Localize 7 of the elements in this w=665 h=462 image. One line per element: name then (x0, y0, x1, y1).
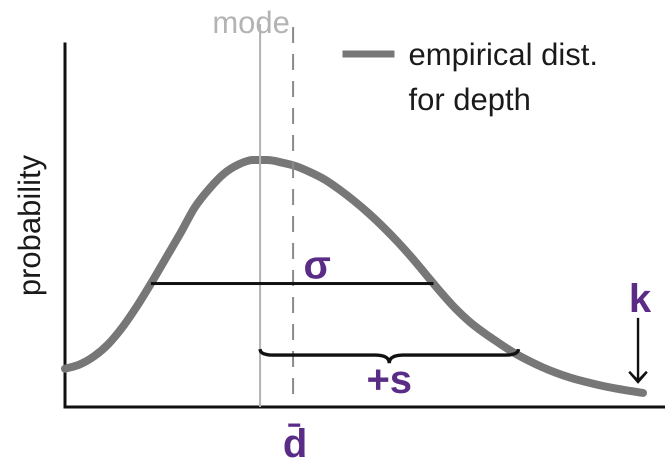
annotation: +s (366, 358, 412, 402)
text: d̄ (282, 422, 308, 462)
legend-label: empirical dist. for depth (408, 37, 598, 117)
annotation: k (628, 276, 652, 321)
annotation: σ (304, 244, 331, 288)
text: mode (212, 5, 290, 40)
y-axis-title: probability (12, 154, 47, 296)
